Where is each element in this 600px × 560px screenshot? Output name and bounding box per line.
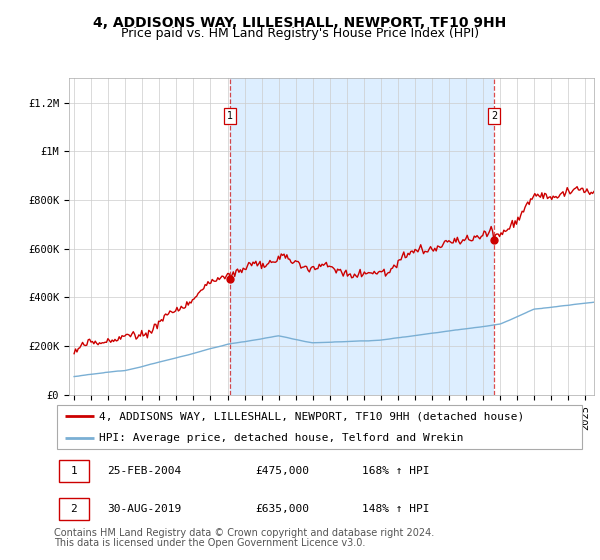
Text: £475,000: £475,000 bbox=[256, 466, 310, 476]
Text: Contains HM Land Registry data © Crown copyright and database right 2024.: Contains HM Land Registry data © Crown c… bbox=[54, 528, 434, 538]
Text: 4, ADDISONS WAY, LILLESHALL, NEWPORT, TF10 9HH: 4, ADDISONS WAY, LILLESHALL, NEWPORT, TF… bbox=[94, 16, 506, 30]
FancyBboxPatch shape bbox=[59, 498, 89, 520]
Text: 148% ↑ HPI: 148% ↑ HPI bbox=[362, 504, 430, 514]
Text: 168% ↑ HPI: 168% ↑ HPI bbox=[362, 466, 430, 476]
Text: 2: 2 bbox=[71, 504, 77, 514]
Text: 25-FEB-2004: 25-FEB-2004 bbox=[107, 466, 181, 476]
Text: This data is licensed under the Open Government Licence v3.0.: This data is licensed under the Open Gov… bbox=[54, 538, 365, 548]
Text: 30-AUG-2019: 30-AUG-2019 bbox=[107, 504, 181, 514]
Text: 4, ADDISONS WAY, LILLESHALL, NEWPORT, TF10 9HH (detached house): 4, ADDISONS WAY, LILLESHALL, NEWPORT, TF… bbox=[99, 411, 524, 421]
Text: £635,000: £635,000 bbox=[256, 504, 310, 514]
Text: 2: 2 bbox=[491, 111, 497, 122]
Text: 1: 1 bbox=[71, 466, 77, 476]
FancyBboxPatch shape bbox=[59, 460, 89, 482]
Text: HPI: Average price, detached house, Telford and Wrekin: HPI: Average price, detached house, Telf… bbox=[99, 433, 464, 443]
FancyBboxPatch shape bbox=[56, 405, 582, 449]
Bar bbox=[230, 78, 494, 395]
Text: 1: 1 bbox=[227, 111, 233, 122]
Text: Price paid vs. HM Land Registry's House Price Index (HPI): Price paid vs. HM Land Registry's House … bbox=[121, 27, 479, 40]
